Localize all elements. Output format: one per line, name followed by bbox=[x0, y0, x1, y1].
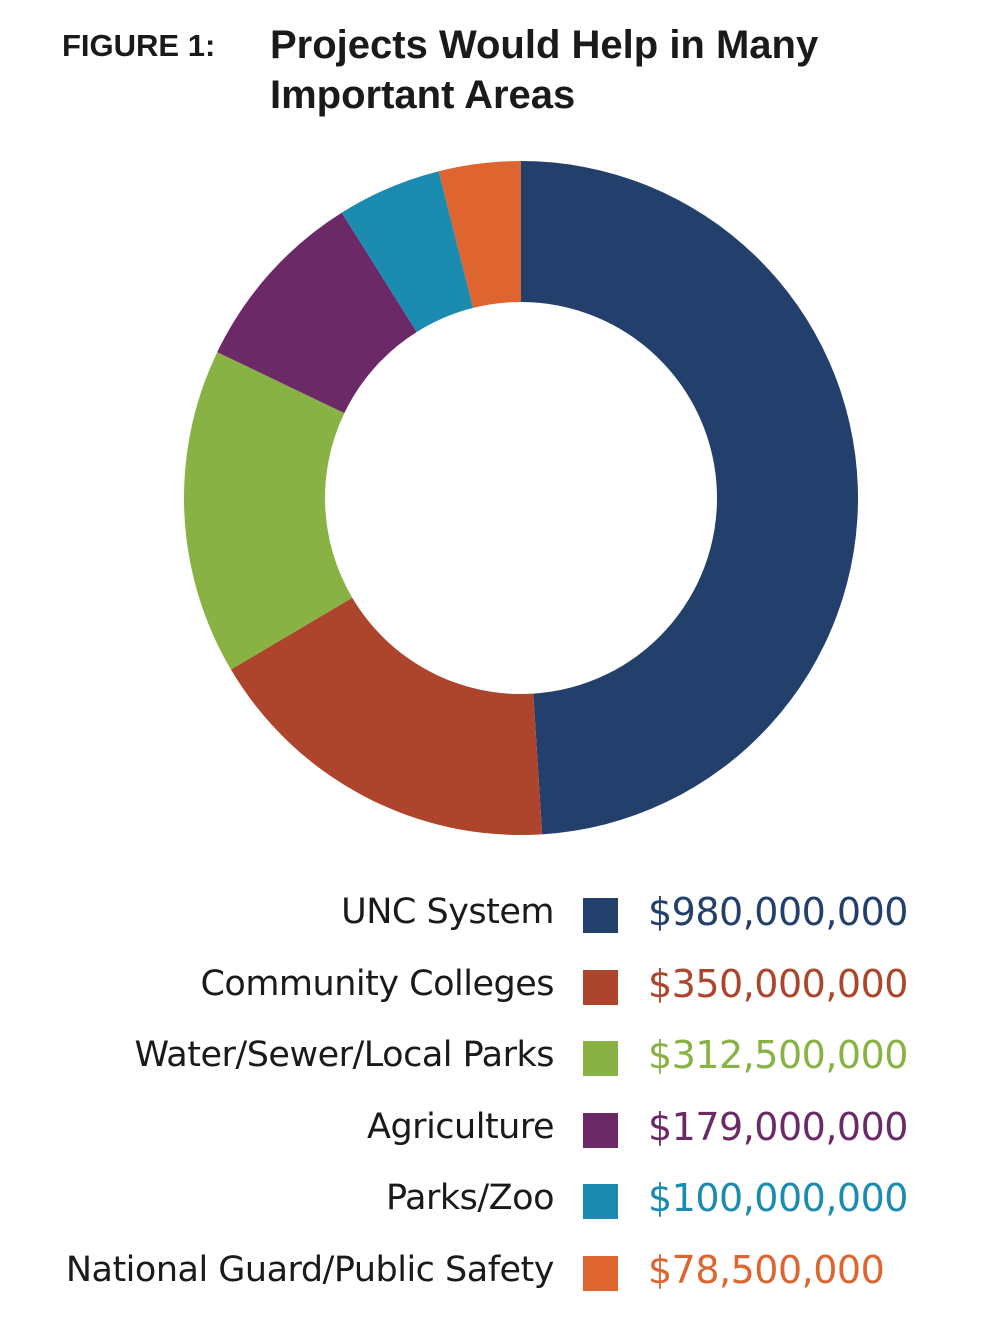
donut-slice-4 bbox=[217, 212, 417, 414]
legend-value: $350,000,000 bbox=[648, 961, 908, 1006]
legend-value: $78,500,000 bbox=[648, 1248, 885, 1292]
legend-label: Agriculture bbox=[367, 1106, 554, 1147]
legend-item: UNC System $980,000,000 bbox=[0, 878, 988, 950]
legend-value: $179,000,000 bbox=[648, 1104, 908, 1149]
donut-slice-1 bbox=[521, 160, 859, 835]
legend-item: Community Colleges $350,000,000 bbox=[0, 950, 988, 1022]
legend-item: Agriculture $179,000,000 bbox=[0, 1093, 988, 1165]
legend-swatch bbox=[583, 1112, 618, 1148]
legend-swatch bbox=[583, 1256, 618, 1291]
legend-swatch bbox=[583, 969, 618, 1005]
legend-label: Community Colleges bbox=[200, 963, 554, 1004]
legend-swatch bbox=[583, 1041, 618, 1077]
legend-item: National Guard/Public Safety $78,500,000 bbox=[0, 1236, 988, 1308]
legend-swatch bbox=[583, 1184, 618, 1220]
donut-chart bbox=[183, 160, 859, 835]
legend-label: Water/Sewer/Local Parks bbox=[134, 1035, 554, 1076]
legend-label: UNC System bbox=[341, 892, 554, 932]
legend-item: Water/Sewer/Local Parks $312,500,000 bbox=[0, 1021, 988, 1093]
donut-slice-5 bbox=[341, 171, 474, 333]
legend-value: $100,000,000 bbox=[648, 1176, 908, 1221]
donut-slice-3 bbox=[183, 352, 353, 670]
legend-item: Parks/Zoo $100,000,000 bbox=[0, 1164, 988, 1236]
donut-slice-6 bbox=[438, 161, 521, 308]
legend-swatch bbox=[583, 898, 618, 933]
chart-title: Projects Would Help in Many Important Ar… bbox=[270, 23, 819, 117]
legend-value: $980,000,000 bbox=[648, 890, 908, 934]
figure-label: FIGURE 1: bbox=[62, 28, 216, 63]
legend-label: National Guard/Public Safety bbox=[65, 1250, 555, 1290]
donut-slice-2 bbox=[230, 597, 543, 835]
legend-label: Parks/Zoo bbox=[386, 1178, 554, 1219]
legend-value: $312,500,000 bbox=[648, 1033, 908, 1078]
